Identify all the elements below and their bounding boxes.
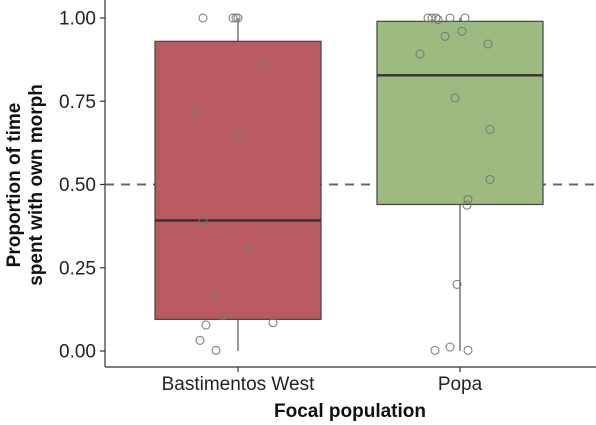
data-point: [198, 13, 208, 23]
data-point: [463, 345, 473, 355]
data-point: [445, 13, 455, 23]
data-point: [440, 31, 450, 41]
data-point: [483, 39, 493, 49]
data-point: [431, 13, 441, 23]
data-point: [415, 49, 425, 59]
data-point: [211, 345, 221, 355]
data-point: [452, 279, 462, 289]
data-point: [427, 13, 437, 23]
data-point: [233, 131, 243, 141]
data-point: [195, 335, 205, 345]
x-tick-label: Bastimentos West: [162, 374, 315, 395]
box-1: [376, 18, 544, 351]
data-point: [485, 175, 495, 185]
box-0: [154, 18, 322, 351]
data-point: [450, 93, 460, 103]
y-tick-label: 0.50: [59, 175, 96, 196]
box-iqr: [154, 40, 322, 320]
data-point: [462, 200, 472, 210]
data-point: [433, 15, 443, 25]
y-tick-label: 0.75: [59, 92, 96, 113]
y-tick-label: 0.25: [59, 258, 96, 279]
data-point: [463, 194, 473, 204]
x-tick-label: Popa: [438, 374, 483, 395]
data-point: [245, 244, 255, 254]
points-layer: [191, 13, 495, 355]
y-axis-title-line-1: Proportion of time: [4, 103, 25, 268]
data-point: [208, 291, 218, 301]
y-tick-label: 1.00: [59, 9, 96, 30]
data-point: [201, 320, 211, 330]
data-point: [228, 13, 238, 23]
data-point: [457, 26, 467, 36]
data-point: [460, 13, 470, 23]
data-point: [233, 13, 243, 23]
labels-layer: 0.00 0.25 0.50 0.75 1.00 Bastimentos West Popa: [59, 9, 483, 396]
data-point: [445, 342, 455, 352]
y-axis-title-line-2: spent with own morph: [26, 84, 47, 286]
data-point: [198, 216, 208, 226]
boxes-layer: [154, 18, 544, 351]
data-point: [218, 310, 228, 320]
data-point: [485, 125, 495, 135]
data-point: [268, 318, 278, 328]
y-tick-label: 0.00: [59, 342, 96, 363]
data-point: [191, 106, 201, 116]
box-iqr: [376, 20, 544, 206]
x-axis-title: Focal population: [274, 401, 426, 422]
data-point: [430, 345, 440, 355]
data-point: [261, 59, 271, 69]
